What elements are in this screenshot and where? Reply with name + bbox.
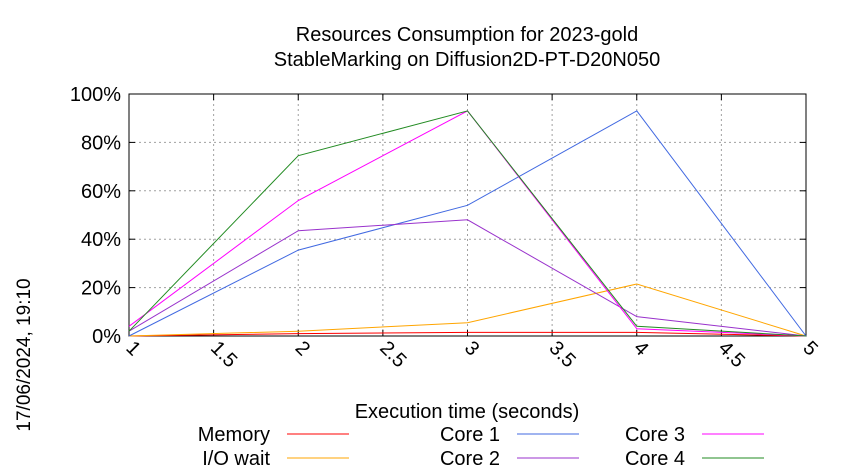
series-line-memory	[128, 331, 807, 337]
legend-label: Core 4	[625, 448, 685, 470]
x-tick-label: 4.5	[714, 337, 749, 372]
legend-label: I/O wait	[202, 448, 270, 470]
y-tick-label: 60%	[81, 181, 121, 203]
grid	[129, 94, 806, 336]
x-tick-label: 5	[798, 337, 821, 360]
series-line-core-2	[128, 219, 807, 337]
legend-label: Core 1	[440, 424, 500, 446]
x-tick-label: 1.5	[206, 337, 241, 372]
y-tick-label: 100%	[70, 84, 121, 106]
legend-label: Core 3	[625, 424, 685, 446]
y-tick-label: 0%	[92, 326, 121, 348]
chart-subtitle: StableMarking on Diffusion2D-PT-D20N050	[274, 49, 661, 71]
x-axis-label: Execution time (seconds)	[355, 401, 580, 423]
series-line-core-1	[128, 110, 807, 337]
chart-title: Resources Consumption for 2023-gold	[296, 24, 638, 46]
series-line-core-4	[128, 110, 807, 337]
y-axis: 0% 20% 40% 60% 80% 100%	[70, 84, 806, 348]
y-tick-label: 40%	[81, 229, 121, 251]
x-tick-label: 3	[460, 337, 483, 360]
x-tick-label: 2	[291, 337, 314, 360]
series-lines	[128, 110, 807, 337]
legend-label: Memory	[198, 424, 270, 446]
x-tick-label: 1	[121, 337, 144, 360]
x-tick-label: 4	[629, 337, 652, 360]
timestamp-label: 17/06/2024, 19:10	[14, 278, 35, 431]
y-tick-label: 80%	[81, 132, 121, 154]
legend-label: Core 2	[440, 448, 500, 470]
series-line-i-o-wait	[128, 283, 807, 337]
y-tick-label: 20%	[81, 278, 121, 300]
x-tick-label: 2.5	[375, 337, 410, 372]
x-tick-label: 3.5	[545, 337, 580, 372]
